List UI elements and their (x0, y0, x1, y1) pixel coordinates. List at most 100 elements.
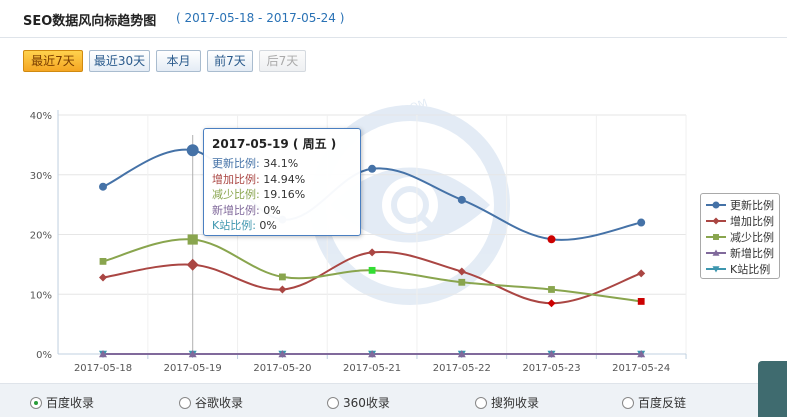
data-point (279, 273, 286, 281)
data-point (547, 235, 556, 244)
tooltip-label: 增加比例: (212, 172, 260, 186)
radio-label: 谷歌收录 (195, 396, 244, 410)
radio-label: 搜狗收录 (491, 396, 540, 410)
data-point (186, 258, 199, 271)
data-point (548, 286, 555, 293)
radio-baidu-backlinks[interactable]: 百度反链 (622, 394, 686, 411)
tooltip-value: 34.1% (263, 157, 299, 170)
data-point (278, 285, 287, 294)
y-tick-label: 0% (36, 350, 52, 361)
legend-item-new[interactable]: 新增比例 (705, 245, 775, 261)
chart-grid (57, 114, 687, 355)
y-axis: 0% 10% 20% 30% 40% (30, 110, 59, 361)
legend-item-increase[interactable]: 增加比例 (705, 213, 775, 229)
radio-circle-icon (622, 396, 634, 409)
x-tick-label: 2017-05-21 (343, 363, 401, 374)
data-point (637, 218, 646, 227)
legend-label: 更新比例 (730, 199, 774, 212)
tooltip-row-decrease: 减少比例: 19.16% (212, 186, 352, 202)
data-point (547, 350, 556, 358)
legend-label: K站比例 (730, 263, 771, 276)
radio-google-index[interactable]: 谷歌收录 (179, 394, 243, 411)
tooltip-value: 19.16% (263, 188, 306, 201)
legend-swatch-marker (712, 249, 720, 256)
trend-chart: WWW.CHAOJI.COM 0%10%20%30%40% 2017-05-18… (30, 96, 687, 374)
legend-label: 增加比例 (730, 215, 774, 228)
y-tick-label: 30% (30, 171, 52, 182)
y-tick-label: 20% (30, 231, 52, 242)
legend-swatch-marker (712, 201, 720, 209)
legend-item-update[interactable]: 更新比例 (705, 197, 775, 213)
radio-circle-icon (475, 396, 487, 409)
chart-legend: 更新比例 增加比例 减少比例 新增比例 K站比例 (700, 193, 780, 279)
legend-label: 减少比例 (730, 231, 774, 244)
legend-swatch-icon (706, 234, 726, 240)
radio-circle-icon (327, 396, 339, 409)
data-point (368, 248, 377, 257)
radio-baidu-index[interactable]: 百度收录 (30, 394, 94, 411)
data-point (637, 350, 646, 358)
x-tick-label: 2017-05-23 (522, 363, 580, 374)
data-point (457, 195, 466, 204)
data-point (457, 267, 466, 276)
tooltip-date: 2017-05-19 ( 周五 ) (212, 137, 337, 151)
side-panel-tab[interactable] (758, 361, 787, 417)
data-point (99, 182, 107, 191)
x-tick-label: 2017-05-22 (433, 363, 491, 374)
data-point (188, 350, 197, 358)
radio-circle-icon (30, 396, 42, 409)
last-30-days-button[interactable]: 最近30天 (89, 50, 150, 72)
radio-sogou-index[interactable]: 搜狗收录 (475, 394, 539, 411)
data-point (547, 299, 556, 308)
legend-swatch-icon (706, 217, 726, 225)
data-source-bar: 百度收录 谷歌收录 360收录 搜狗收录 百度反链 (0, 383, 787, 417)
tooltip-row-new: 新增比例: 0% (212, 202, 352, 218)
legend-swatch-icon (706, 201, 726, 209)
radio-label: 360收录 (343, 396, 390, 410)
legend-swatch-icon (706, 266, 726, 273)
legend-label: 新增比例 (730, 247, 774, 260)
data-point (368, 164, 377, 173)
data-point (99, 273, 107, 282)
next-7-days-button[interactable]: 后7天 (259, 50, 306, 72)
last-7-days-button[interactable]: 最近7天 (23, 50, 83, 72)
x-tick-label: 2017-05-24 (612, 363, 670, 374)
y-tick-label: 40% (30, 111, 52, 122)
data-point (368, 266, 376, 274)
data-point (368, 350, 377, 358)
legend-swatch-marker (712, 217, 720, 225)
previous-7-days-button[interactable]: 前7天 (207, 50, 253, 72)
data-point (457, 350, 466, 358)
data-point (278, 350, 287, 358)
data-point (187, 234, 198, 245)
tooltip-label: 更新比例: (212, 157, 260, 170)
data-tooltip: 2017-05-19 ( 周五 ) 更新比例: 34.1% 增加比例: 14.9… (203, 128, 361, 236)
tooltip-row-k-site: K站比例: 0% (212, 217, 352, 233)
data-point (186, 144, 199, 157)
data-point (637, 269, 646, 278)
legend-swatch-icon (706, 249, 726, 256)
tooltip-value: 0% (263, 203, 281, 217)
data-point (99, 350, 107, 358)
radio-360-index[interactable]: 360收录 (327, 394, 390, 411)
data-point (458, 278, 466, 286)
x-tick-label: 2017-05-19 (164, 363, 222, 374)
tooltip-row-update: 更新比例: 34.1% (212, 155, 352, 171)
legend-item-k-site[interactable]: K站比例 (705, 261, 775, 277)
y-tick-label: 10% (30, 290, 52, 301)
radio-label: 百度收录 (46, 396, 95, 410)
tooltip-row-increase: 增加比例: 14.94% (212, 171, 352, 187)
legend-swatch-marker (712, 266, 720, 273)
legend-item-decrease[interactable]: 减少比例 (705, 229, 775, 245)
tooltip-value: 14.94% (263, 172, 306, 186)
x-tick-label: 2017-05-18 (74, 363, 132, 374)
page-title: SEO数据风向标趋势图 (23, 14, 157, 29)
data-point (637, 298, 645, 305)
this-month-button[interactable]: 本月 (156, 50, 201, 72)
tooltip-label: 减少比例: (212, 188, 260, 201)
chart-header: SEO数据风向标趋势图 ( 2017-05-18 - 2017-05-24 ) (0, 0, 787, 38)
x-tick-label: 2017-05-20 (253, 363, 311, 374)
series-markers (99, 144, 646, 358)
radio-circle-icon (179, 396, 191, 409)
tooltip-value: 0% (259, 219, 277, 232)
